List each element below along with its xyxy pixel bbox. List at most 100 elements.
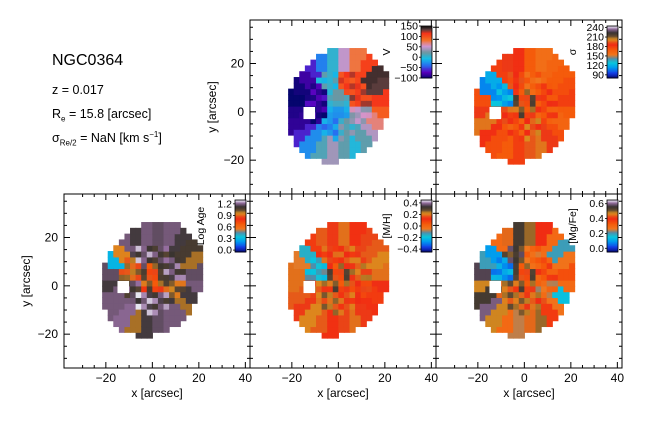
age-colorbar-step: [235, 211, 246, 214]
sigma-spaxel: [535, 94, 542, 101]
age-spaxel: [146, 274, 153, 281]
velocity-spaxel: [382, 77, 390, 84]
sigma-spaxel: [524, 94, 531, 101]
mgfe-spaxel: [496, 268, 503, 275]
velocity-spaxel: [366, 106, 373, 113]
age-spaxel: [135, 314, 142, 322]
mgfe-spaxel: [552, 291, 559, 299]
sigma-mask: [489, 107, 502, 120]
mgfe-spaxel: [485, 262, 492, 270]
mgfe-spaxel: [490, 274, 498, 281]
velocity-colorbar-step: [421, 35, 432, 37]
metallicity-spaxel: [293, 297, 300, 304]
velocity-spaxel: [338, 53, 345, 61]
velocity-spaxel: [321, 53, 328, 61]
velocity-spaxel: [366, 123, 373, 130]
sigma-spaxel: [513, 88, 520, 96]
metallicity-spaxel: [310, 251, 317, 258]
mgfe-spaxel: [546, 256, 553, 264]
age-spaxel: [152, 245, 159, 252]
age-spaxel: [185, 245, 193, 252]
velocity-spaxel: [366, 94, 373, 101]
mgfe-colorbar-step: [607, 203, 618, 206]
mgfe-spaxel: [518, 222, 525, 229]
sigma-spaxel: [490, 135, 498, 142]
age-spaxel: [180, 256, 187, 264]
age-spaxel: [118, 320, 126, 328]
metallicity-spaxel: [371, 285, 379, 293]
mgfe-spaxel: [563, 256, 570, 264]
sigma-spaxel: [502, 129, 509, 136]
mgfe-frame: [435, 193, 623, 369]
velocity-spaxel: [371, 129, 379, 136]
mgfe-spaxel: [513, 256, 520, 264]
sigma-colorbar-step: [607, 50, 618, 53]
mgfe-spaxel: [535, 285, 542, 293]
velocity-spaxel: [343, 140, 351, 148]
sigma-spaxel: [518, 129, 525, 136]
metallicity-spaxel: [377, 251, 384, 258]
sigma-spaxel: [513, 135, 520, 142]
age-spaxel: [174, 291, 181, 299]
age-spaxel: [130, 239, 137, 246]
sigma-spaxel: [563, 65, 570, 72]
mgfe-spaxel: [518, 291, 525, 299]
metallicity-colorbar-step: [421, 246, 432, 249]
velocity-spaxel: [321, 88, 328, 96]
mgfe-spaxel: [502, 227, 509, 235]
velocity-spaxel: [321, 111, 328, 119]
velocity-spaxel: [310, 94, 317, 101]
metallicity-spaxel: [338, 245, 345, 252]
sigma-colorbar-step: [607, 66, 618, 69]
age-spaxel: [118, 262, 126, 270]
metallicity-spaxel: [321, 245, 328, 252]
metallicity-spaxel: [327, 222, 334, 229]
sigma-spaxel: [535, 82, 542, 90]
age-spaxel: [141, 251, 148, 258]
sigma-spaxel: [513, 117, 520, 125]
age-spaxel: [118, 256, 126, 264]
velocity-spaxel: [288, 117, 295, 125]
metallicity-colorbar-step: [421, 220, 432, 223]
metallicity-spaxel: [366, 239, 373, 246]
sigma-colorbar-step: [607, 61, 618, 63]
mgfe-spaxel: [535, 268, 542, 275]
metallicity-spaxel: [321, 320, 328, 328]
mgfe-spaxel: [535, 227, 542, 235]
age-spaxel: [180, 251, 187, 258]
metallicity-spaxel: [310, 309, 317, 316]
mgfe-spaxel: [513, 309, 520, 316]
age-spaxel: [191, 280, 198, 287]
mgfe-spaxel: [529, 245, 537, 252]
velocity-spaxel: [377, 100, 384, 107]
metallicity-spaxel: [371, 303, 379, 310]
velocity-spaxel: [366, 82, 373, 90]
mgfe-spaxel: [513, 239, 520, 246]
metallicity-spaxel: [327, 332, 334, 339]
metallicity-x-tick-label: 40: [425, 371, 439, 385]
metallicity-spaxel: [349, 297, 356, 304]
sigma-spaxel: [541, 82, 548, 90]
velocity-spaxel: [377, 106, 384, 113]
age-spaxel: [130, 233, 137, 241]
velocity-colorbar-step: [421, 59, 432, 62]
age-spaxel: [180, 291, 187, 299]
metallicity-spaxel: [304, 326, 312, 333]
mgfe-spaxel: [529, 303, 537, 310]
sigma-spaxel: [518, 123, 525, 130]
age-spaxel: [124, 297, 131, 304]
mgfe-spaxel: [485, 297, 492, 304]
mgfe-spaxel: [490, 256, 498, 264]
sigma-spaxel: [535, 106, 542, 113]
velocity-colorbar-tick-label: 0: [412, 52, 418, 64]
velocity-spaxel: [355, 117, 362, 125]
metallicity-spaxel: [343, 233, 351, 241]
mgfe-spaxel: [535, 222, 542, 229]
mgfe-panel: −20 0 20 40x [arcsec]0.00.20.40.6[Mg/Fe]: [435, 193, 624, 400]
mgfe-spaxel: [535, 239, 542, 246]
age-spaxel: [152, 239, 159, 246]
velocity-spaxel: [332, 117, 339, 125]
mgfe-mask: [489, 281, 502, 294]
mgfe-spaxel: [563, 274, 570, 281]
